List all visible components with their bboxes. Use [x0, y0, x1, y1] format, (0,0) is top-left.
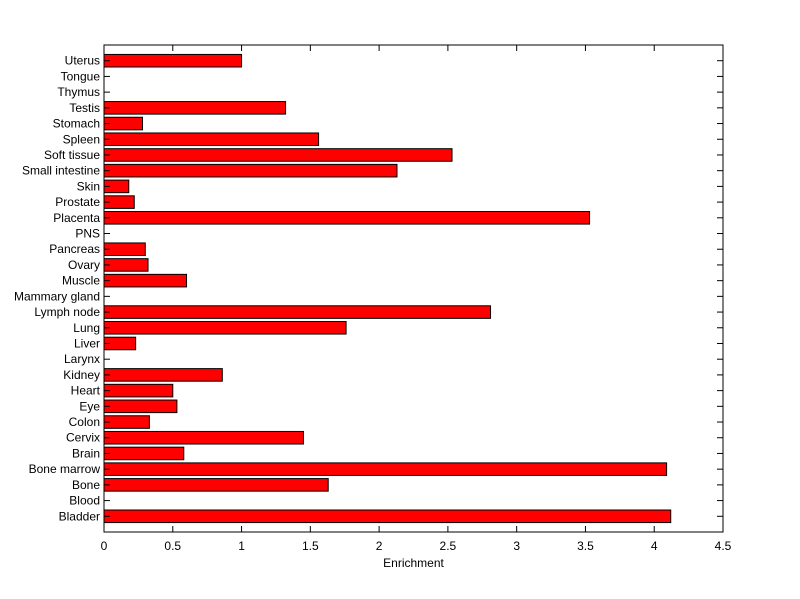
x-tick-label: 1.5 [302, 539, 319, 553]
y-tick-label: Spleen [63, 132, 100, 146]
bar-spleen [103, 132, 320, 147]
x-tick-label: 2 [376, 539, 383, 553]
y-tick-label: Stomach [53, 117, 100, 131]
y-tick-label: Soft tissue [44, 148, 100, 162]
y-tick-label: Ovary [68, 258, 100, 272]
y-tick-label: Cervix [66, 431, 100, 445]
bar-uterus [103, 53, 243, 68]
bar-lung [103, 320, 347, 335]
x-tick-label: 4 [651, 539, 658, 553]
bar-bone-marrow [103, 462, 668, 476]
y-tick-label: Brain [72, 446, 100, 460]
y-tick-label: Thymus [57, 85, 100, 99]
x-tick-label: 4.5 [715, 539, 732, 553]
y-tick-label: Lymph node [34, 305, 100, 319]
y-tick-label: Eye [79, 399, 100, 413]
y-tick-label: PNS [75, 227, 100, 241]
x-axis-label: Enrichment [383, 556, 444, 570]
y-tick-label: Small intestine [22, 164, 100, 178]
bar-muscle [103, 273, 188, 288]
bar-kidney [103, 368, 223, 382]
bar-heart [103, 383, 174, 398]
y-tick-label: Lung [73, 321, 100, 335]
x-tick-label: 2.5 [440, 539, 457, 553]
y-tick-label: Mammary gland [14, 289, 100, 303]
y-tick-label: Bone [72, 478, 100, 492]
y-tick-label: Pancreas [49, 242, 100, 256]
bar-small-intestine [103, 163, 398, 178]
bars-group [103, 53, 672, 524]
y-tick-label: Liver [74, 336, 100, 350]
bar-placenta [103, 211, 591, 225]
bar-soft-tissue [103, 148, 453, 162]
y-tick-label: Blood [69, 494, 100, 508]
x-axis-ticks: 0 0.5 1 1.5 2 2.5 3 3.5 4 4.5 [101, 45, 732, 553]
y-tick-label: Tongue [61, 69, 101, 83]
y-tick-label: Heart [71, 384, 101, 398]
bar-testis [103, 101, 287, 115]
y-tick-label: Bone marrow [29, 462, 101, 476]
bar-pancreas [103, 242, 146, 257]
x-tick-label: 1 [238, 539, 245, 553]
x-tick-label: 3 [513, 539, 520, 553]
y-tick-label: Bladder [59, 509, 100, 523]
bar-ovary [103, 258, 149, 272]
y-tick-label: Colon [69, 415, 100, 429]
bar-eye [103, 399, 178, 414]
y-tick-label: Uterus [65, 54, 100, 68]
x-tick-label: 0 [101, 539, 108, 553]
bar-brain [103, 446, 185, 461]
bar-bladder [103, 509, 672, 524]
y-tick-label: Skin [77, 179, 100, 193]
x-tick-label: 3.5 [577, 539, 594, 553]
y-tick-label: Placenta [53, 211, 100, 225]
y-tick-label: Muscle [62, 274, 100, 288]
bar-colon [103, 415, 150, 429]
bar-bone [103, 478, 329, 492]
bar-lymph-node [103, 305, 492, 319]
x-tick-label: 0.5 [164, 539, 181, 553]
y-tick-label: Prostate [55, 195, 100, 209]
y-tick-label: Kidney [63, 368, 100, 382]
bar-cervix [103, 430, 304, 445]
y-tick-label: Testis [69, 101, 100, 115]
plot-frame [103, 44, 724, 533]
y-tick-label: Larynx [64, 352, 100, 366]
